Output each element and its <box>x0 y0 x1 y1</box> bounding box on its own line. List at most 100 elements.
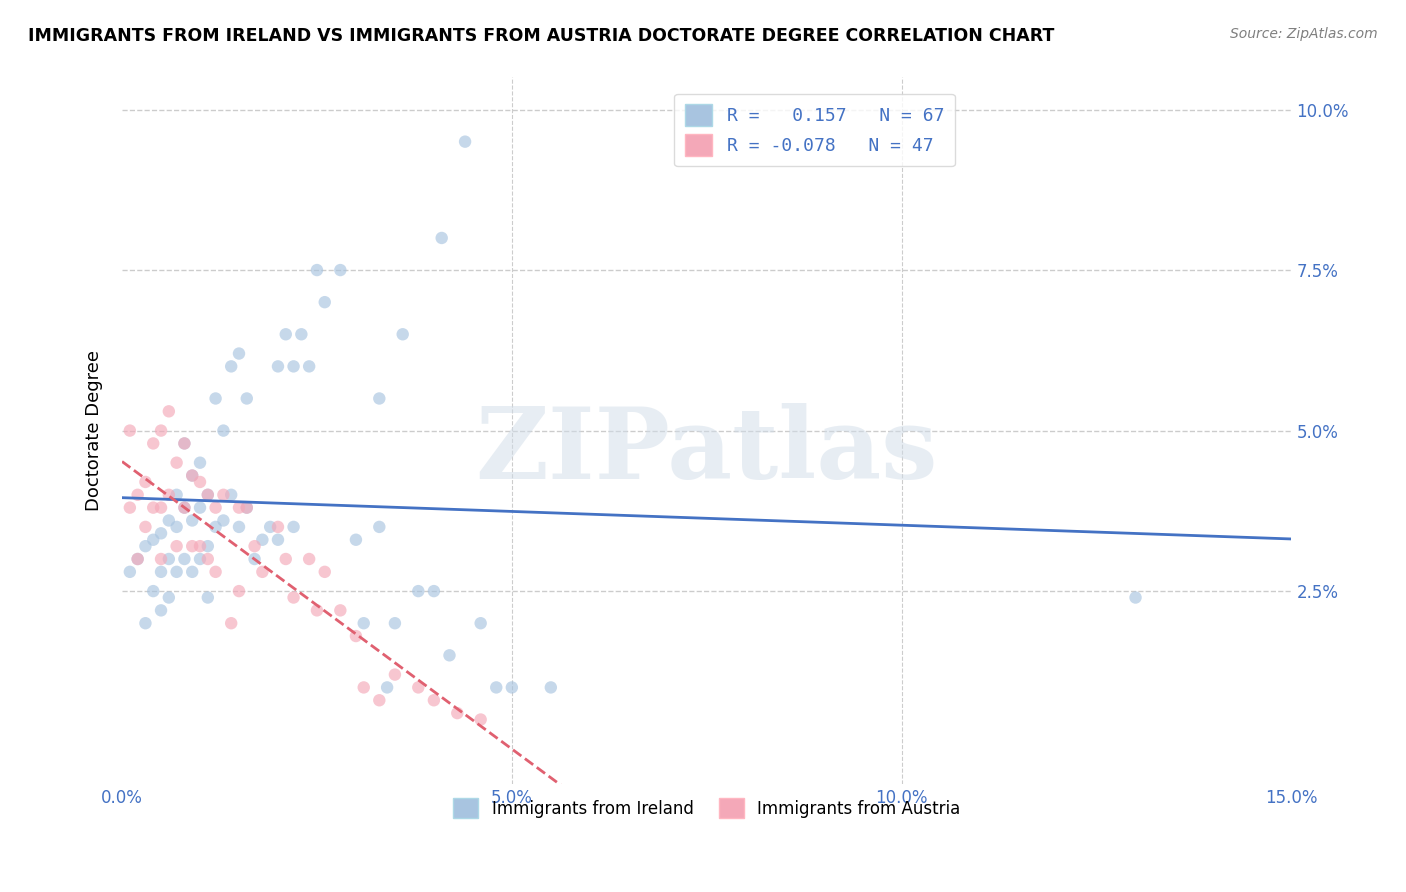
Point <box>197 488 219 502</box>
Point <box>173 436 195 450</box>
Point <box>368 520 391 534</box>
Point <box>314 295 336 310</box>
Point <box>485 681 508 695</box>
Point <box>344 629 367 643</box>
Point <box>150 526 173 541</box>
Point <box>439 648 461 663</box>
Point <box>204 500 226 515</box>
Point <box>188 552 211 566</box>
Point <box>470 616 492 631</box>
Point <box>157 552 180 566</box>
Point <box>274 552 297 566</box>
Point <box>267 533 290 547</box>
Text: ZIPatlas: ZIPatlas <box>475 403 938 500</box>
Point <box>127 488 149 502</box>
Point <box>243 552 266 566</box>
Point <box>283 591 305 605</box>
Point <box>283 359 305 374</box>
Point <box>212 424 235 438</box>
Point <box>454 135 477 149</box>
Point <box>134 539 156 553</box>
Point <box>157 488 180 502</box>
Point <box>157 513 180 527</box>
Point <box>314 565 336 579</box>
Point <box>219 488 242 502</box>
Point <box>540 681 562 695</box>
Point <box>219 616 242 631</box>
Point <box>298 552 321 566</box>
Point <box>228 346 250 360</box>
Point <box>391 327 413 342</box>
Point <box>353 616 375 631</box>
Point <box>274 327 297 342</box>
Point <box>283 520 305 534</box>
Point <box>188 539 211 553</box>
Point <box>173 500 195 515</box>
Point <box>430 231 453 245</box>
Point <box>384 667 406 681</box>
Point <box>181 513 204 527</box>
Point <box>375 681 398 695</box>
Point <box>501 681 523 695</box>
Point <box>259 520 281 534</box>
Point <box>118 565 141 579</box>
Point <box>134 475 156 489</box>
Point <box>408 584 430 599</box>
Point <box>197 539 219 553</box>
Point <box>1125 591 1147 605</box>
Point <box>127 552 149 566</box>
Point <box>181 468 204 483</box>
Point <box>166 488 188 502</box>
Point <box>197 591 219 605</box>
Point <box>329 263 352 277</box>
Point <box>212 488 235 502</box>
Point <box>305 603 328 617</box>
Point <box>188 456 211 470</box>
Text: IMMIGRANTS FROM IRELAND VS IMMIGRANTS FROM AUSTRIA DOCTORATE DEGREE CORRELATION : IMMIGRANTS FROM IRELAND VS IMMIGRANTS FR… <box>28 27 1054 45</box>
Point <box>384 616 406 631</box>
Point <box>368 693 391 707</box>
Point <box>423 693 446 707</box>
Point <box>228 500 250 515</box>
Point <box>344 533 367 547</box>
Point <box>127 552 149 566</box>
Point <box>197 552 219 566</box>
Point <box>298 359 321 374</box>
Point <box>166 565 188 579</box>
Point <box>236 392 259 406</box>
Text: Source: ZipAtlas.com: Source: ZipAtlas.com <box>1230 27 1378 41</box>
Point <box>305 263 328 277</box>
Point <box>118 500 141 515</box>
Point <box>204 565 226 579</box>
Point <box>142 500 165 515</box>
Point <box>188 475 211 489</box>
Point <box>228 520 250 534</box>
Point <box>142 584 165 599</box>
Point <box>228 584 250 599</box>
Point <box>267 520 290 534</box>
Point <box>252 533 274 547</box>
Point <box>236 500 259 515</box>
Point <box>252 565 274 579</box>
Point <box>236 500 259 515</box>
Point <box>173 500 195 515</box>
Point <box>353 681 375 695</box>
Point <box>181 565 204 579</box>
Point <box>166 539 188 553</box>
Point <box>166 456 188 470</box>
Point <box>197 488 219 502</box>
Point <box>368 392 391 406</box>
Point <box>446 706 468 720</box>
Point <box>267 359 290 374</box>
Point <box>181 539 204 553</box>
Point <box>212 513 235 527</box>
Legend: Immigrants from Ireland, Immigrants from Austria: Immigrants from Ireland, Immigrants from… <box>447 791 967 825</box>
Point <box>150 565 173 579</box>
Point <box>142 533 165 547</box>
Point <box>150 424 173 438</box>
Point <box>134 616 156 631</box>
Point <box>181 468 204 483</box>
Point <box>157 404 180 418</box>
Point <box>157 591 180 605</box>
Point <box>204 392 226 406</box>
